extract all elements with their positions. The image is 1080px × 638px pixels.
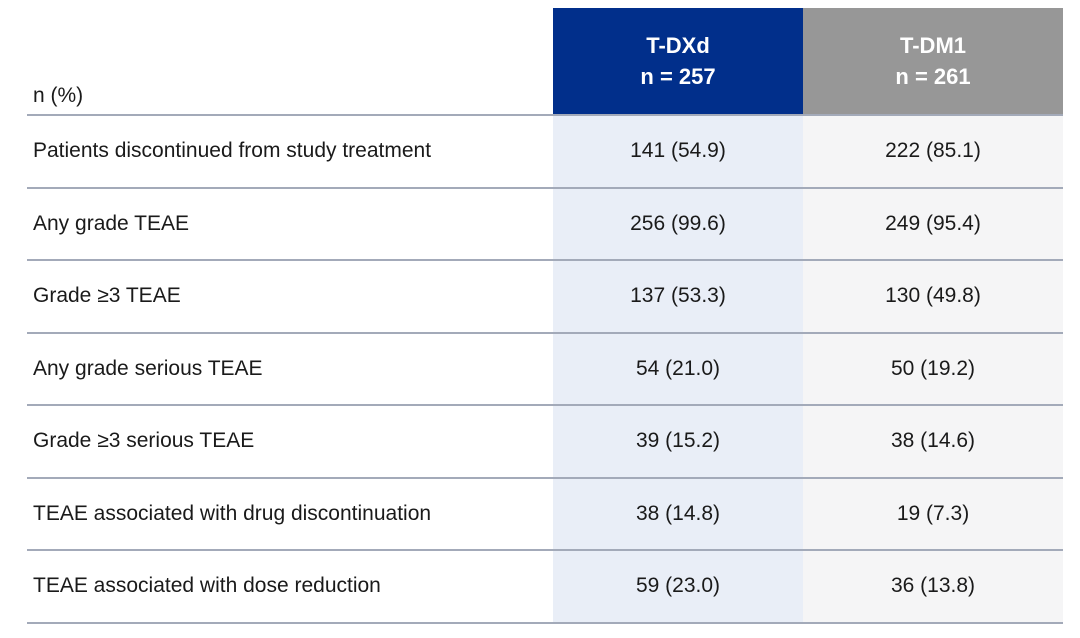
column-header-tdm1: T-DM1 n = 261 [803,8,1063,114]
tdxd-value-cell: 141 (54.9) [553,116,803,187]
table-row: TEAE associated with drug discontinuatio… [27,478,1063,551]
tdxd-title: T-DXd [646,33,710,58]
tdxd-value-cell: 38 (14.8) [553,478,803,549]
row-label: TEAE associated with dose reduction [27,551,553,622]
table-row: Any grade serious TEAE 54 (21.0) 50 (19.… [27,333,1063,406]
table-row: Grade ≥3 serious TEAE 39 (15.2) 38 (14.6… [27,406,1063,479]
table-row: TEAE associated with dose reduction 59 (… [27,551,1063,624]
tdm1-value-cell: 36 (13.8) [803,551,1063,622]
table-row: Patients discontinued from study treatme… [27,116,1063,189]
tdm1-value-cell: 222 (85.1) [803,116,1063,187]
tdxd-value-cell: 137 (53.3) [553,261,803,332]
safety-summary-table: n (%) T-DXd n = 257 T-DM1 n = 261 Patien… [27,8,1063,624]
tdm1-value-cell: 19 (7.3) [803,478,1063,549]
tdm1-value-cell: 50 (19.2) [803,333,1063,404]
table-header-row: n (%) T-DXd n = 257 T-DM1 n = 261 [27,8,1063,116]
column-header-tdxd: T-DXd n = 257 [553,8,803,114]
tdxd-value-cell: 54 (21.0) [553,333,803,404]
tdxd-value-cell: 39 (15.2) [553,406,803,477]
row-label: Grade ≥3 TEAE [27,261,553,332]
tdxd-value-cell: 59 (23.0) [553,551,803,622]
table-row: Grade ≥3 TEAE 137 (53.3) 130 (49.8) [27,261,1063,334]
tdm1-value-cell: 38 (14.6) [803,406,1063,477]
tdxd-n-count: n = 257 [640,64,716,89]
row-label: Grade ≥3 serious TEAE [27,406,553,477]
row-label: Any grade serious TEAE [27,333,553,404]
tdm1-n-count: n = 261 [895,64,971,89]
row-label: Any grade TEAE [27,188,553,259]
table-row: Any grade TEAE 256 (99.6) 249 (95.4) [27,188,1063,261]
tdxd-value-cell: 256 (99.6) [553,188,803,259]
tdm1-value-cell: 249 (95.4) [803,188,1063,259]
corner-header-cell: n (%) [27,8,553,114]
corner-header-label: n (%) [33,84,84,107]
row-label: TEAE associated with drug discontinuatio… [27,478,553,549]
tdm1-value-cell: 130 (49.8) [803,261,1063,332]
row-label: Patients discontinued from study treatme… [27,116,553,187]
tdm1-title: T-DM1 [900,33,966,58]
